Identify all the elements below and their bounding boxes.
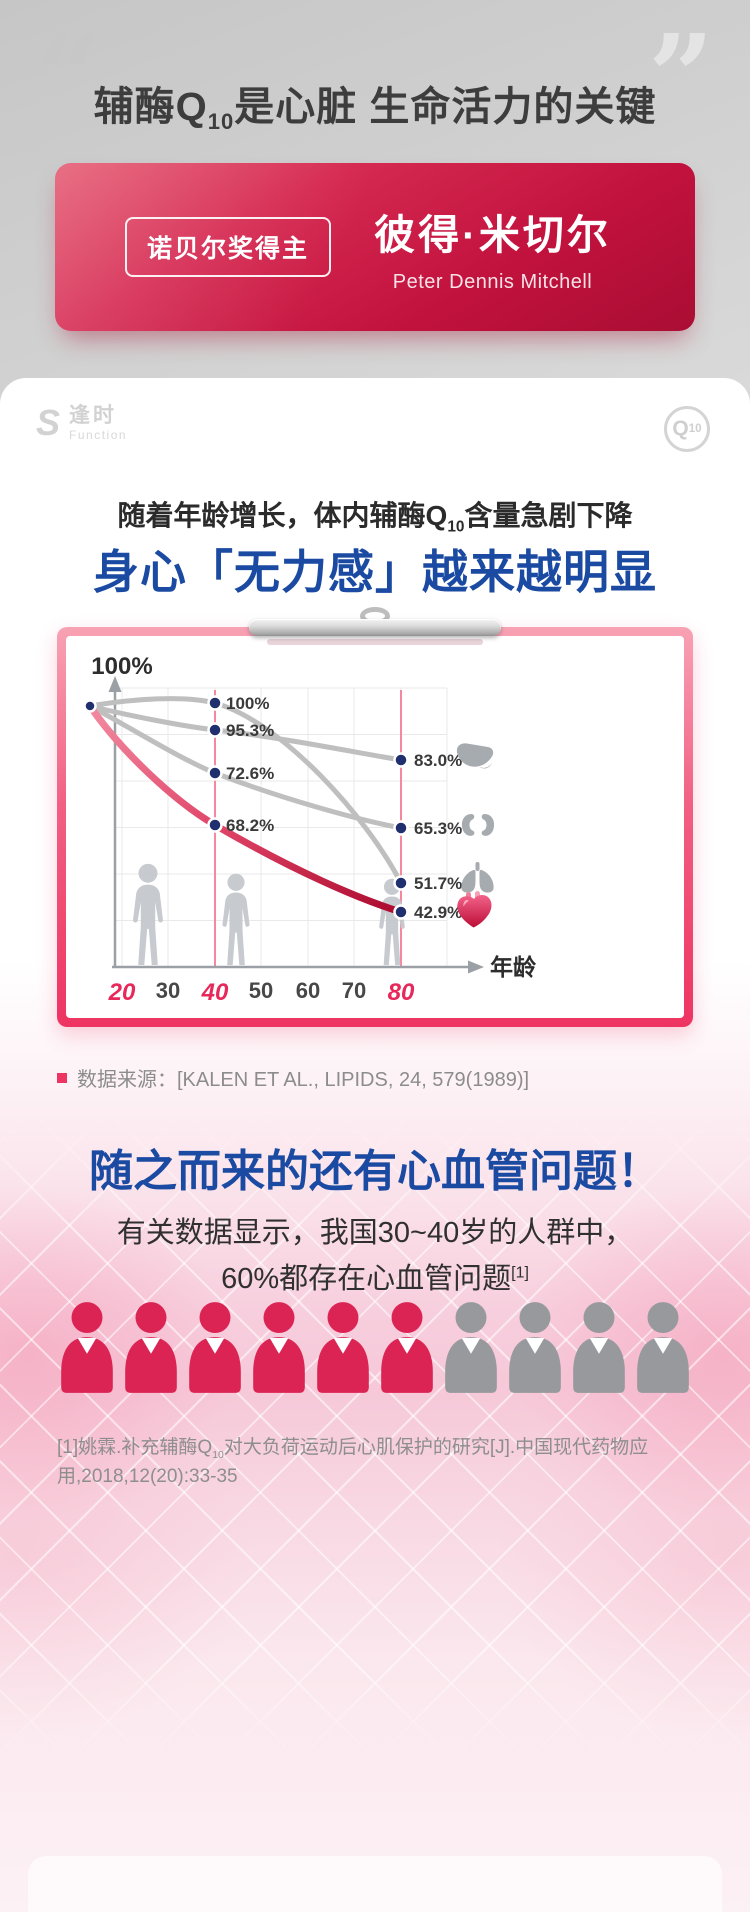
laureate-block: 彼得·米切尔 Peter Dennis Mitchell — [310, 201, 675, 294]
person-icon — [253, 1302, 305, 1393]
value-label-age80-lung: 51.7% — [414, 874, 462, 893]
weakness-headline: 身心「无力感」越来越明显 — [93, 546, 657, 598]
lung-curve — [87, 696, 404, 886]
heart-icon — [457, 891, 492, 928]
value-label-age80-kidney: 65.3% — [414, 819, 462, 838]
brand-name-en: Function — [69, 428, 128, 443]
subtitle-q10-subscript: 10 — [447, 518, 465, 536]
liver-icon — [456, 743, 494, 769]
chart-inner: 100% 100% 95.3% 72.6% 68.2% 83.0% 65.3% … — [66, 636, 684, 1018]
footnote: [1]姚霖.补充辅酶Q10对大负荷运动后心肌保护的研究[J].中国现代药物应用,… — [57, 1434, 697, 1492]
person-icon — [125, 1302, 177, 1393]
footnote-q10-subscript: 10 — [212, 1449, 224, 1461]
tick-30: 30 — [156, 978, 180, 1003]
hero-title-pre: 辅酶Q — [93, 85, 208, 129]
y-axis-top-label: 100% — [91, 653, 152, 680]
q10-logo-sub: 10 — [688, 423, 702, 435]
silhouette-figures — [133, 863, 405, 966]
tick-60: 60 — [296, 978, 320, 1003]
source-text: 数据来源：[KALEN ET AL., LIPIDS, 24, 579(1989… — [77, 1069, 530, 1091]
data-point-dots — [83, 695, 409, 920]
laureate-name-cn: 彼得·米切尔 — [374, 212, 611, 258]
source-bullet-icon — [57, 1072, 67, 1083]
data-source-line: 数据来源：[KALEN ET AL., LIPIDS, 24, 579(1989… — [57, 1063, 529, 1092]
person-icon — [637, 1302, 689, 1393]
tick-70: 70 — [342, 978, 366, 1003]
tick-40: 40 — [201, 979, 229, 1006]
clipboard-clip-icon — [249, 607, 501, 645]
stat-line-1: 有关数据显示，我国30~40岁的人群中， — [116, 1217, 634, 1249]
q10-subscript: 10 — [207, 109, 235, 134]
q10-logo-q: Q — [672, 417, 689, 440]
value-label-age80-liver: 83.0% — [414, 751, 462, 770]
lungs-icon — [461, 862, 494, 893]
stat-paragraph: 有关数据显示，我国30~40岁的人群中， 60%都存在心血管问题[1] — [0, 1210, 750, 1303]
reference-superscript: [1] — [511, 1264, 529, 1282]
hero-title-post: 是心脏 生命活力的关键 — [234, 85, 657, 129]
nobel-card: 诺贝尔奖得主 彼得·米切尔 Peter Dennis Mitchell — [55, 163, 695, 331]
person-icon — [317, 1302, 369, 1393]
person-icon — [509, 1302, 561, 1393]
person-icon — [381, 1302, 433, 1393]
value-label-age40-liver: 95.3% — [226, 721, 274, 740]
footnote-post: 对大负荷运动后心肌保护的研究[J].中国现代药物应用,2018,12(20):3… — [57, 1437, 649, 1488]
brand-s-icon: S — [36, 402, 61, 444]
cardio-headline: 随之而来的还有心血管问题！ — [89, 1147, 661, 1196]
value-label-age40-lung: 100% — [226, 694, 269, 713]
chart-card: 100% 100% 95.3% 72.6% 68.2% 83.0% 65.3% … — [57, 627, 693, 1027]
kidneys-icon — [461, 814, 495, 836]
brand-name-block: 逢时 Function — [69, 404, 127, 442]
subtitle-pre: 随着年龄增长，体内辅酶Q — [117, 500, 448, 531]
x-axis-label: 年龄 — [490, 954, 537, 980]
next-section-card-edge — [28, 1856, 722, 1912]
people-row — [0, 1300, 750, 1395]
value-label-age80-heart: 42.9% — [414, 903, 462, 922]
quote-close-mark: ” — [647, 10, 714, 145]
clip-bar — [249, 619, 501, 636]
clip-shadow — [267, 639, 483, 645]
age-decline-subtitle: 随着年龄增长，体内辅酶Q10含量急剧下降 — [0, 494, 750, 537]
person-icon — [573, 1302, 625, 1393]
nobel-badge: 诺贝尔奖得主 — [125, 217, 332, 277]
subtitle-post: 含量急剧下降 — [464, 500, 633, 531]
tick-20: 20 — [108, 979, 136, 1006]
hero-title: 辅酶Q10是心脏 生命活力的关键 — [0, 74, 750, 135]
stat-line-2: 60%都存在心血管问题 — [221, 1263, 512, 1296]
quote-open-mark: “ — [36, 10, 103, 145]
value-label-age40-kidney: 72.6% — [226, 764, 274, 783]
age-decline-chart: 100% 100% 95.3% 72.6% 68.2% 83.0% 65.3% … — [83, 653, 537, 1006]
value-label-age40-heart: 68.2% — [226, 816, 274, 835]
person-icon — [61, 1302, 113, 1393]
brand-logo: S 逢时 Function — [36, 404, 127, 442]
content-sheet: S 逢时 Function Q 10 随着年龄增长，体内辅酶Q10含量急剧下降 身… — [0, 378, 750, 1912]
brand-name-cn: 逢时 — [69, 404, 118, 427]
laureate-name-en: Peter Dennis Mitchell — [392, 271, 593, 293]
tick-80: 80 — [388, 979, 415, 1006]
footnote-pre: [1]姚霖.补充辅酶Q — [57, 1437, 213, 1458]
q10-logo-icon: Q 10 — [664, 406, 710, 452]
tick-50: 50 — [249, 978, 273, 1003]
person-icon — [189, 1302, 241, 1393]
person-icon — [445, 1302, 497, 1393]
